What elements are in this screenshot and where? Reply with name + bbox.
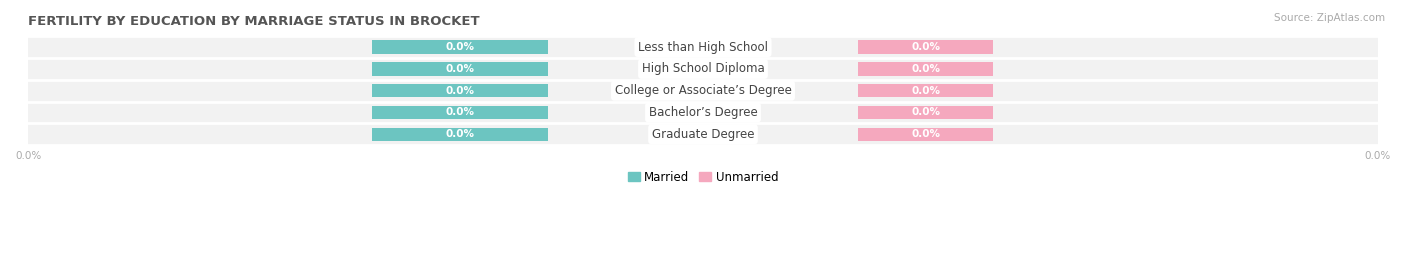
Text: High School Diploma: High School Diploma	[641, 62, 765, 75]
Bar	[858, 128, 993, 141]
Text: 0.0%: 0.0%	[911, 129, 941, 139]
Text: Bachelor’s Degree: Bachelor’s Degree	[648, 106, 758, 119]
Bar	[28, 102, 1378, 123]
Text: FERTILITY BY EDUCATION BY MARRIAGE STATUS IN BROCKET: FERTILITY BY EDUCATION BY MARRIAGE STATU…	[28, 15, 479, 28]
Text: 0.0%: 0.0%	[446, 107, 475, 118]
Text: 0.0%: 0.0%	[446, 86, 475, 96]
Bar	[28, 36, 1378, 58]
Bar	[858, 62, 993, 76]
Bar	[28, 123, 1378, 145]
Bar	[28, 58, 1378, 79]
Bar	[373, 40, 548, 54]
Text: 0.0%: 0.0%	[911, 107, 941, 118]
Text: Source: ZipAtlas.com: Source: ZipAtlas.com	[1274, 13, 1385, 23]
Text: College or Associate’s Degree: College or Associate’s Degree	[614, 84, 792, 97]
Bar	[858, 106, 993, 119]
Legend: Married, Unmarried: Married, Unmarried	[623, 166, 783, 188]
Bar	[858, 40, 993, 54]
Text: 0.0%: 0.0%	[446, 42, 475, 52]
Bar	[373, 62, 548, 76]
Text: 0.0%: 0.0%	[911, 86, 941, 96]
Bar	[28, 80, 1378, 102]
Text: 0.0%: 0.0%	[446, 64, 475, 74]
Bar	[373, 106, 548, 119]
Bar	[373, 128, 548, 141]
Bar	[373, 84, 548, 97]
Bar	[858, 84, 993, 97]
Bar	[28, 37, 1378, 57]
Bar	[28, 80, 1378, 101]
Text: Graduate Degree: Graduate Degree	[652, 128, 754, 141]
Bar	[28, 58, 1378, 80]
Text: 0.0%: 0.0%	[911, 64, 941, 74]
Text: 0.0%: 0.0%	[446, 129, 475, 139]
Bar	[28, 124, 1378, 145]
Text: Less than High School: Less than High School	[638, 41, 768, 54]
Bar	[28, 102, 1378, 123]
Text: 0.0%: 0.0%	[911, 42, 941, 52]
